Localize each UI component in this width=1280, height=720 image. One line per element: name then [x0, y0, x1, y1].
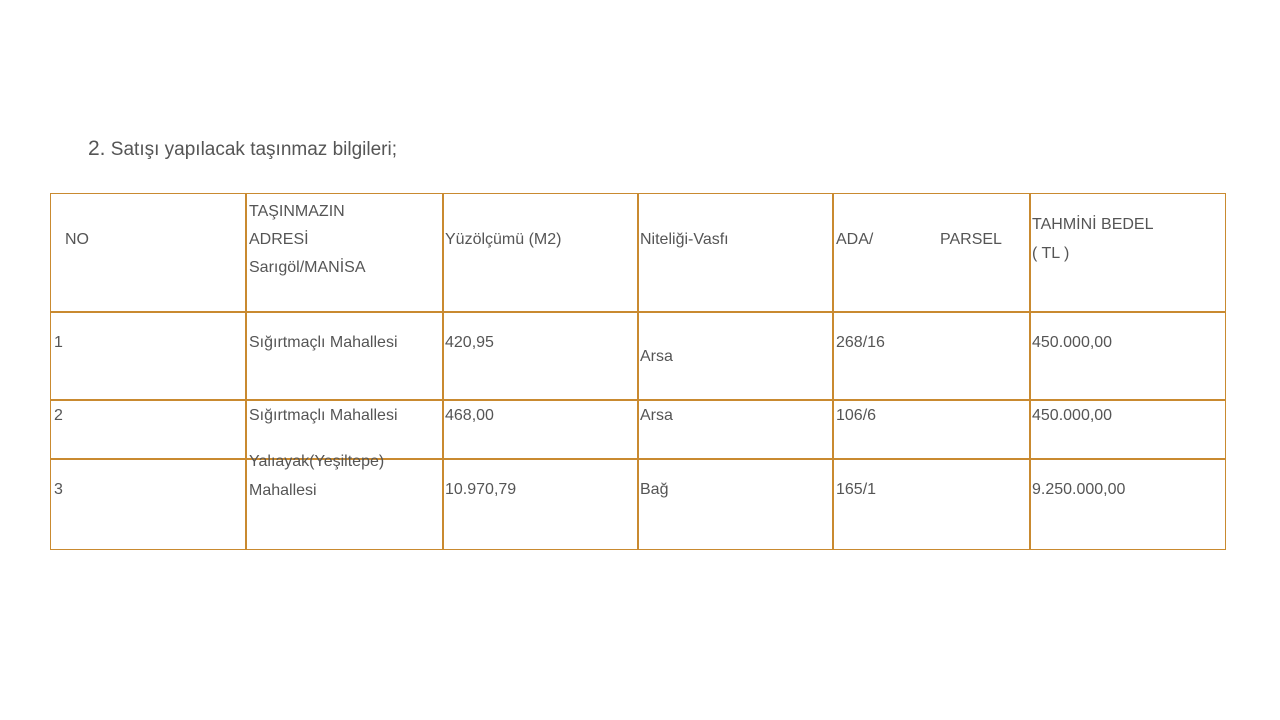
- row-address: Sığırtmaçlı Mahallesi: [249, 334, 398, 351]
- table-cell: [637, 311, 834, 401]
- row-ada-parsel: 106/6: [836, 407, 877, 424]
- row-area: 10.970,79: [445, 481, 517, 498]
- property-table: NO TAŞINMAZIN ADRESİ Sarıgöl/MANİSA Yüzölçüm…: [50, 193, 1226, 550]
- row-ada-parsel: 268/16: [836, 334, 885, 351]
- header-cell: [442, 193, 639, 313]
- table-cell: [50, 311, 247, 401]
- table-cell: [1029, 311, 1226, 401]
- row-no: 3: [54, 481, 63, 498]
- table-cell: [637, 458, 834, 550]
- header-address-line: TAŞINMAZIN: [249, 203, 345, 220]
- row-address: Sığırtmaçlı Mahallesi: [249, 407, 398, 424]
- table-cell: [50, 458, 247, 550]
- header-cell: [1029, 193, 1226, 313]
- header-cell: [637, 193, 834, 313]
- row-no: 2: [54, 407, 63, 424]
- table-cell: [1029, 399, 1226, 460]
- section-title: Satışı yapılacak taşınmaz bilgileri;: [110, 139, 397, 160]
- table-cell: [442, 311, 639, 401]
- table-cell: [832, 311, 1031, 401]
- header-type: Niteliği-Vasfı: [640, 231, 729, 248]
- row-address: Mahallesi: [249, 482, 317, 499]
- row-area: 420,95: [445, 334, 494, 351]
- table-cell: [832, 399, 1031, 460]
- table-cell: [245, 311, 444, 401]
- row-type: Arsa: [640, 407, 673, 424]
- table-cell: [442, 399, 639, 460]
- section-number: 2.: [88, 137, 106, 160]
- row-no: 1: [54, 334, 63, 351]
- table-cell: [245, 458, 444, 550]
- row-area: 468,00: [445, 407, 494, 424]
- header-area: Yüzölçümü (M2): [445, 231, 562, 248]
- header-address-line: ADRESİ: [249, 231, 309, 248]
- row-address: Yalıayak(Yeşiltepe): [249, 453, 385, 470]
- header-cell: [245, 193, 444, 313]
- row-type: Bağ: [640, 481, 669, 498]
- table-cell: [832, 458, 1031, 550]
- row-price: 450.000,00: [1032, 334, 1113, 351]
- table-cell: [50, 399, 247, 460]
- section-heading: 2. Satışı yapılacak taşınmaz bilgileri;: [88, 137, 397, 161]
- table-cell: [1029, 458, 1226, 550]
- header-ada: ADA/: [836, 231, 874, 248]
- header-no: NO: [65, 231, 89, 248]
- row-price: 450.000,00: [1032, 407, 1113, 424]
- table-cell: [245, 399, 444, 460]
- row-price: 9.250.000,00: [1032, 481, 1126, 498]
- row-type: Arsa: [640, 348, 673, 365]
- header-price-line: ( TL ): [1032, 245, 1070, 262]
- header-parsel: PARSEL: [940, 231, 1002, 248]
- table-cell: [442, 458, 639, 550]
- header-address-line: Sarıgöl/MANİSA: [249, 259, 366, 276]
- header-cell: [832, 193, 1031, 313]
- row-ada-parsel: 165/1: [836, 481, 877, 498]
- header-cell: [50, 193, 247, 313]
- table-cell: [637, 399, 834, 460]
- header-price-line: TAHMİNİ BEDEL: [1032, 216, 1154, 233]
